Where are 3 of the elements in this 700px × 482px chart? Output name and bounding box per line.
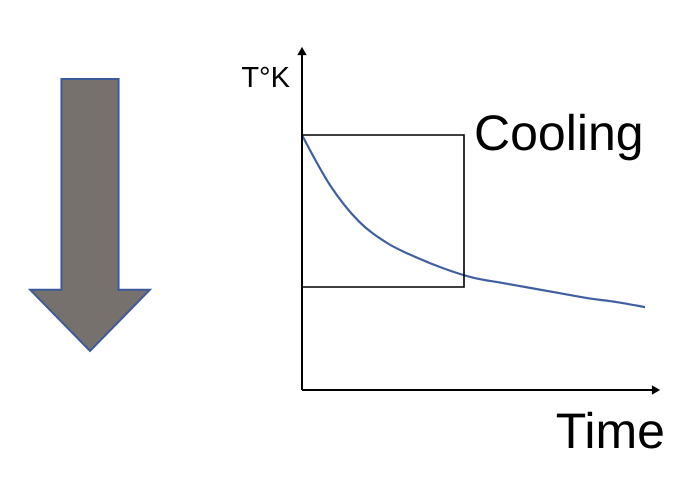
annotation: Cooling (474, 105, 644, 161)
y-axis-title: T°K (241, 62, 291, 94)
x-axis-title: Time (556, 403, 665, 459)
